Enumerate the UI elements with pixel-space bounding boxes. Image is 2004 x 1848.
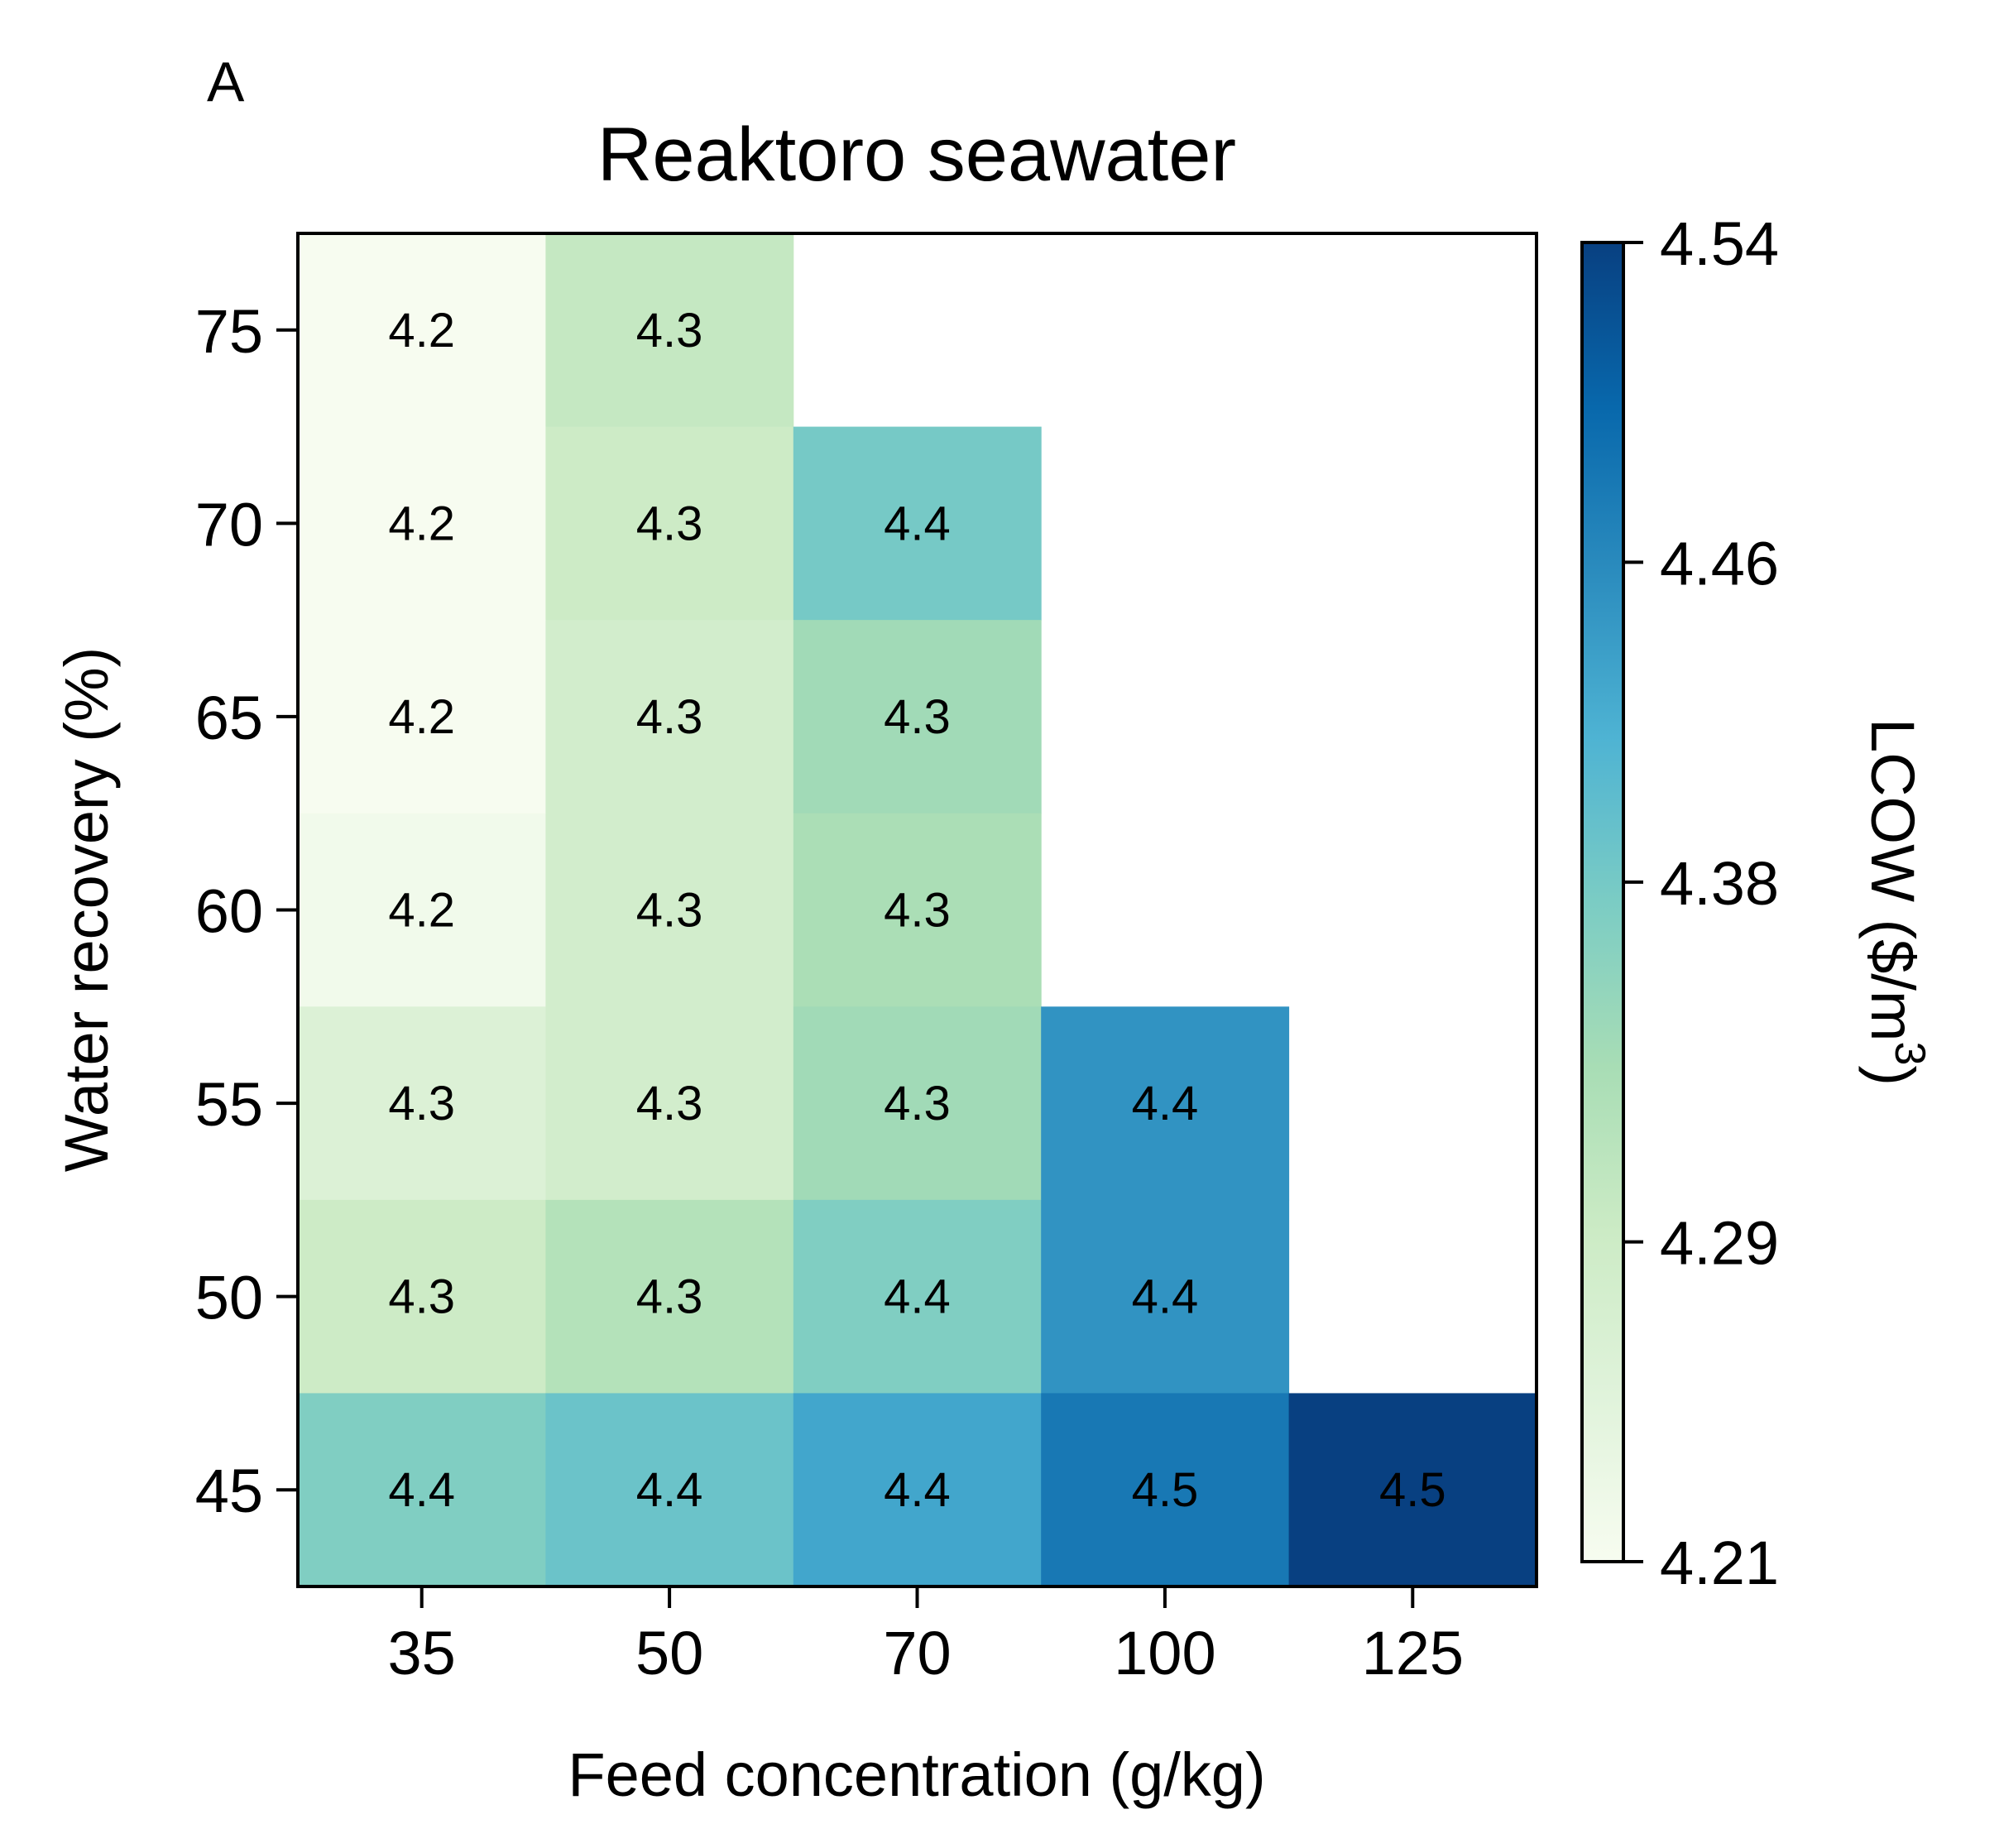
heatmap-cell [793, 1006, 1042, 1201]
heatmap-cell [545, 1393, 794, 1587]
y-axis-label: Water recovery (%) [52, 647, 121, 1173]
cell-value-label: 4.3 [636, 1270, 703, 1324]
heatmap-cell-labels: 4.2 4.3 4.2 4.3 4.4 4.2 4.3 4.3 4.2 4.3 4.3 4.3 4.3 4… [388, 304, 1445, 1517]
colorbar-ticks: 4.21 4.29 4.38 4.46 4.54 [1623, 209, 1779, 1597]
colorbar-tick-label: 4.21 [1660, 1529, 1779, 1597]
cell-value-label: 4.4 [884, 1270, 951, 1324]
cell-value-label: 4.4 [1132, 1077, 1199, 1130]
cell-value-label: 4.3 [884, 1077, 951, 1130]
heatmap-cell [793, 1199, 1042, 1394]
x-tick-label: 50 [635, 1619, 703, 1687]
cell-value-label: 4.4 [884, 1463, 951, 1517]
cell-value-label: 4.3 [636, 690, 703, 744]
x-axis-label: Feed concentration (g/kg) [568, 1740, 1265, 1809]
y-tick-label: 60 [195, 877, 263, 946]
panel-label: A [207, 50, 245, 113]
colorbar-label: LCOW ($/m3) [1858, 718, 1934, 1086]
heatmap-cell [793, 620, 1042, 814]
cell-value-label: 4.2 [388, 884, 455, 938]
heatmap-cell [545, 233, 794, 428]
y-tick-label: 65 [195, 684, 263, 752]
cell-value-label: 4.5 [1379, 1463, 1446, 1517]
cell-value-label: 4.3 [388, 1077, 455, 1130]
heatmap-cell [298, 233, 546, 428]
cell-value-label: 4.2 [388, 690, 455, 744]
heatmap-cell [793, 813, 1042, 1007]
colorbar-label-superscript: 3 [1886, 1041, 1934, 1065]
cell-value-label: 4.3 [884, 690, 951, 744]
heatmap-cell [298, 813, 546, 1007]
heatmap-cell [298, 620, 546, 814]
y-tick-label: 50 [195, 1264, 263, 1332]
colorbar-tick-label: 4.54 [1660, 209, 1779, 278]
x-axis: 35 50 70 100 125 [388, 1586, 1464, 1687]
heatmap-cell [298, 1199, 546, 1394]
cell-value-label: 4.2 [388, 304, 455, 358]
heatmap-cell [298, 1393, 546, 1587]
cell-value-label: 4.3 [388, 1270, 455, 1324]
y-axis: 75 70 65 60 55 50 45 [195, 297, 298, 1525]
cell-value-label: 4.3 [884, 884, 951, 938]
heatmap-cell [545, 813, 794, 1007]
heatmap-cell [1041, 1006, 1290, 1201]
x-tick-label: 125 [1362, 1619, 1464, 1687]
cell-value-label: 4.3 [636, 497, 703, 550]
heatmap-cell [545, 426, 794, 621]
colorbar-tick-label: 4.38 [1660, 849, 1779, 918]
heatmap-cell [298, 426, 546, 621]
cell-value-label: 4.4 [884, 497, 951, 550]
cell-value-label: 4.2 [388, 497, 455, 550]
colorbar-tick-label: 4.29 [1660, 1209, 1779, 1278]
cell-value-label: 4.3 [636, 1077, 703, 1130]
heatmap-cells [298, 233, 1537, 1587]
heatmap-cell [545, 1199, 794, 1394]
y-tick-label: 75 [195, 297, 263, 366]
x-tick-label: 70 [883, 1619, 951, 1687]
chart-title: Reaktoro seawater [597, 113, 1236, 197]
x-tick-label: 35 [388, 1619, 456, 1687]
y-tick-label: 70 [195, 490, 263, 559]
colorbar-tick-label: 4.46 [1660, 529, 1779, 598]
heatmap-cell [793, 1393, 1042, 1587]
cell-value-label: 4.3 [636, 884, 703, 938]
y-tick-label: 55 [195, 1070, 263, 1139]
heatmap-cell [1288, 1393, 1537, 1587]
x-tick-label: 100 [1114, 1619, 1215, 1687]
y-tick-label: 45 [195, 1457, 263, 1525]
heatmap-cell [545, 620, 794, 814]
cell-value-label: 4.4 [388, 1463, 455, 1517]
heatmap-cell [545, 1006, 794, 1201]
cell-value-label: 4.3 [636, 304, 703, 358]
cell-value-label: 4.4 [1132, 1270, 1199, 1324]
cell-value-label: 4.5 [1132, 1463, 1199, 1517]
cell-value-label: 4.4 [636, 1463, 703, 1517]
heatmap-cell [298, 1006, 546, 1201]
heatmap-cell [1041, 1393, 1290, 1587]
heatmap-cell [1041, 1199, 1290, 1394]
colorbar [1580, 241, 1625, 1563]
heatmap-cell [793, 426, 1042, 621]
